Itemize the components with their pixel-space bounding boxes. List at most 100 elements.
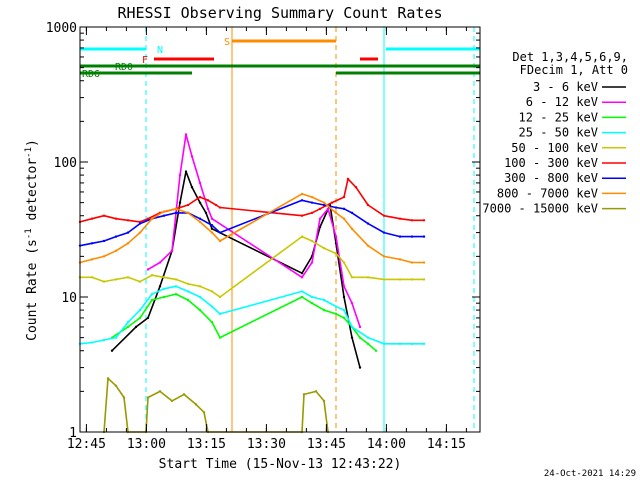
data-point bbox=[102, 338, 106, 342]
data-point bbox=[194, 403, 198, 406]
data-point bbox=[102, 214, 106, 217]
data-point bbox=[322, 308, 326, 312]
y-tick-label: 10 bbox=[61, 291, 77, 306]
data-point bbox=[114, 278, 118, 281]
data-point bbox=[146, 268, 150, 271]
flag-bar-label: F bbox=[142, 55, 148, 66]
series-line bbox=[79, 199, 424, 247]
data-point bbox=[174, 211, 178, 215]
data-point bbox=[122, 396, 126, 399]
series-line bbox=[103, 377, 329, 433]
data-point bbox=[114, 217, 118, 220]
data-point bbox=[114, 235, 118, 238]
data-point bbox=[350, 325, 354, 329]
data-point bbox=[366, 222, 370, 225]
data-point bbox=[300, 199, 304, 202]
data-point bbox=[410, 278, 414, 281]
data-point bbox=[366, 336, 370, 339]
data-point bbox=[190, 155, 194, 158]
y-axis-label-part2: detector bbox=[25, 158, 40, 229]
data-point bbox=[330, 201, 334, 204]
data-point bbox=[410, 342, 414, 346]
data-point bbox=[342, 308, 346, 312]
legend: Det 1,3,4,5,6,9,FDecim 1, Att 0 3 - 6 keV… bbox=[482, 50, 628, 216]
flag-bar-label: RD0 bbox=[115, 62, 133, 73]
y-tick-label: 1000 bbox=[46, 21, 77, 36]
data-point bbox=[162, 276, 166, 279]
data-point bbox=[300, 290, 304, 293]
data-point bbox=[210, 231, 214, 234]
data-point bbox=[202, 411, 206, 414]
data-point bbox=[90, 217, 94, 220]
data-point bbox=[410, 235, 414, 238]
data-point bbox=[134, 325, 138, 329]
data-point bbox=[198, 201, 202, 204]
data-point bbox=[366, 276, 370, 279]
data-point bbox=[354, 186, 358, 189]
y-axis-label-part1: Count Rate (s bbox=[25, 239, 40, 341]
legend-entry-label: 6 - 12 keV bbox=[526, 95, 598, 109]
data-point bbox=[398, 342, 402, 346]
data-point bbox=[102, 239, 106, 243]
data-point bbox=[158, 390, 162, 393]
data-point bbox=[126, 231, 130, 234]
legend-entry-label: 3 - 6 keV bbox=[533, 80, 598, 94]
data-point bbox=[126, 242, 130, 245]
data-point bbox=[318, 207, 322, 211]
data-point bbox=[210, 321, 214, 324]
data-point bbox=[218, 336, 222, 339]
data-point bbox=[342, 207, 346, 211]
data-point bbox=[162, 295, 166, 299]
data-point bbox=[326, 207, 330, 211]
series-line bbox=[79, 285, 424, 345]
series-line bbox=[80, 235, 424, 298]
data-point bbox=[398, 258, 402, 261]
data-point bbox=[422, 342, 426, 346]
flag-bar-label: S bbox=[224, 37, 230, 48]
data-point bbox=[138, 222, 142, 225]
data-point bbox=[350, 301, 354, 305]
data-point bbox=[102, 280, 106, 283]
data-point bbox=[310, 301, 314, 305]
data-point bbox=[342, 195, 346, 199]
data-point bbox=[162, 210, 166, 213]
data-point bbox=[90, 341, 94, 344]
data-point bbox=[174, 278, 178, 281]
data-point bbox=[322, 203, 326, 207]
data-point bbox=[382, 255, 386, 258]
legend-entry-label: 800 - 7000 keV bbox=[497, 186, 598, 200]
data-point bbox=[422, 235, 426, 238]
legend-entry-label: 12 - 25 keV bbox=[519, 110, 598, 124]
data-point bbox=[310, 211, 314, 215]
data-point bbox=[162, 287, 166, 291]
flag-bar-label: N bbox=[157, 45, 163, 56]
series-line bbox=[79, 178, 424, 223]
data-point bbox=[382, 342, 386, 346]
data-point bbox=[410, 261, 414, 264]
legend-header: Det 1,3,4,5,6,9, bbox=[512, 50, 628, 64]
data-point bbox=[310, 201, 314, 204]
y-axis-label-sup2: -1 bbox=[24, 147, 34, 158]
data-point bbox=[210, 305, 214, 308]
data-point bbox=[198, 195, 202, 199]
plot-frame bbox=[79, 26, 481, 433]
data-point bbox=[158, 285, 162, 288]
data-point bbox=[198, 217, 202, 220]
data-point bbox=[322, 298, 326, 302]
data-point bbox=[206, 207, 210, 211]
data-point bbox=[218, 231, 222, 234]
data-point bbox=[138, 308, 142, 312]
axes: 12:45 13:00 13:15 13:30 13:45 14:00 14:15 1 10 10… bbox=[46, 21, 481, 452]
data-point bbox=[110, 349, 114, 352]
data-point bbox=[366, 342, 370, 346]
data-point bbox=[322, 399, 326, 403]
data-point bbox=[310, 295, 314, 299]
x-axis-label: Start Time (15-Nov-13 12:43:22) bbox=[159, 457, 402, 472]
data-point bbox=[382, 214, 386, 217]
data-point bbox=[138, 316, 142, 320]
data-point bbox=[114, 384, 118, 387]
data-point bbox=[374, 349, 378, 352]
data-point bbox=[398, 278, 402, 281]
data-point bbox=[342, 261, 346, 264]
data-point bbox=[350, 211, 354, 215]
